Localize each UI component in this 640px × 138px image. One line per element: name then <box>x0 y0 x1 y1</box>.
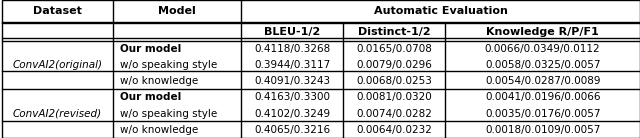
Text: 0.0066/0.0349/0.0112: 0.0066/0.0349/0.0112 <box>485 44 600 54</box>
Text: Automatic Evaluation: Automatic Evaluation <box>374 6 508 16</box>
Text: 0.0054/0.0287/0.0089: 0.0054/0.0287/0.0089 <box>485 76 600 86</box>
Text: w/o knowledge: w/o knowledge <box>120 125 198 135</box>
Text: 0.4163/0.3300: 0.4163/0.3300 <box>254 92 330 102</box>
Text: 0.0165/0.0708: 0.0165/0.0708 <box>356 44 432 54</box>
Text: 0.3944/0.3117: 0.3944/0.3117 <box>254 60 330 70</box>
Text: 0.0035/0.0176/0.0057: 0.0035/0.0176/0.0057 <box>485 109 600 119</box>
Text: 0.0018/0.0109/0.0057: 0.0018/0.0109/0.0057 <box>485 125 600 135</box>
Text: 0.4065/0.3216: 0.4065/0.3216 <box>254 125 330 135</box>
Text: 0.0058/0.0325/0.0057: 0.0058/0.0325/0.0057 <box>485 60 600 70</box>
Text: 0.4091/0.3243: 0.4091/0.3243 <box>254 76 330 86</box>
Text: Our model: Our model <box>120 44 181 54</box>
Text: w/o knowledge: w/o knowledge <box>120 76 198 86</box>
Text: 0.4102/0.3249: 0.4102/0.3249 <box>254 109 330 119</box>
Text: BLEU-1/2: BLEU-1/2 <box>264 27 320 37</box>
Text: Knowledge R/P/F1: Knowledge R/P/F1 <box>486 27 599 37</box>
Text: Model: Model <box>158 6 196 16</box>
Text: Distinct-1/2: Distinct-1/2 <box>358 27 431 37</box>
Text: 0.4118/0.3268: 0.4118/0.3268 <box>254 44 330 54</box>
Text: Dataset: Dataset <box>33 6 82 16</box>
Text: 0.0041/0.0196/0.0066: 0.0041/0.0196/0.0066 <box>485 92 600 102</box>
Text: Our model: Our model <box>120 92 181 102</box>
Text: 0.0081/0.0320: 0.0081/0.0320 <box>356 92 432 102</box>
Text: w/o speaking style: w/o speaking style <box>120 109 217 119</box>
Text: w/o speaking style: w/o speaking style <box>120 60 217 70</box>
Text: ConvAI2(original): ConvAI2(original) <box>12 60 102 70</box>
Text: ConvAI2(revised): ConvAI2(revised) <box>13 109 102 119</box>
Text: 0.0064/0.0232: 0.0064/0.0232 <box>356 125 432 135</box>
Text: 0.0068/0.0253: 0.0068/0.0253 <box>356 76 432 86</box>
Text: 0.0079/0.0296: 0.0079/0.0296 <box>356 60 432 70</box>
Text: 0.0074/0.0282: 0.0074/0.0282 <box>356 109 432 119</box>
